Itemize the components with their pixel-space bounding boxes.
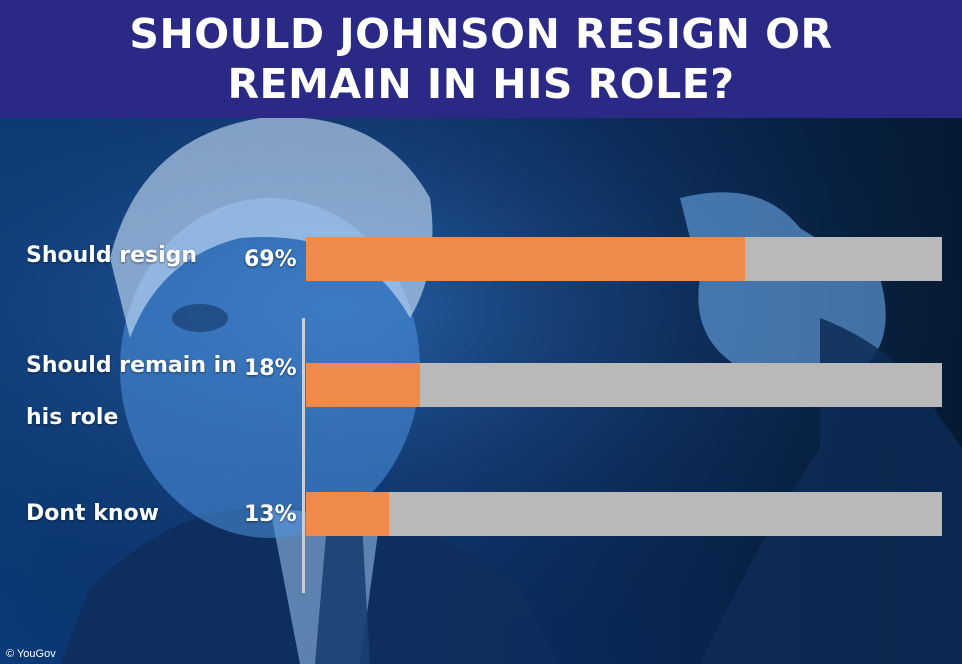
value-label-remain: 18% [244, 356, 297, 381]
value-label-resign: 69% [244, 247, 297, 272]
title-line-2: REMAIN IN HIS ROLE? [227, 60, 735, 108]
value-label-dont-know: 13% [244, 502, 297, 527]
bar-track-dont-know [306, 492, 942, 536]
bar-remain [306, 363, 420, 407]
category-label-remain-line-1: Should remain in [26, 353, 237, 378]
title-line-1: SHOULD JOHNSON RESIGN OR [129, 10, 833, 58]
title-banner [0, 0, 962, 118]
bar-dont-know [306, 492, 389, 536]
category-label-dont-know: Dont know [26, 488, 159, 540]
source-credit: © YouGov [6, 648, 56, 660]
bar-track-remain [306, 363, 942, 407]
bar-resign [306, 237, 745, 281]
category-label-resign-line-1: Should resign [26, 243, 198, 268]
category-label-dont-know-line-1: Dont know [26, 501, 159, 526]
bar-track-resign [306, 237, 942, 281]
chart-title: SHOULD JOHNSON RESIGN OR REMAIN IN HIS R… [0, 0, 962, 118]
category-label-remain-line-2: his role [26, 405, 119, 430]
category-label-resign: Should resign [26, 230, 197, 282]
category-label-remain: Should remain in his role [26, 340, 237, 444]
axis-line [302, 318, 305, 593]
chart-area: Should resign Should remain in his role … [0, 118, 962, 664]
